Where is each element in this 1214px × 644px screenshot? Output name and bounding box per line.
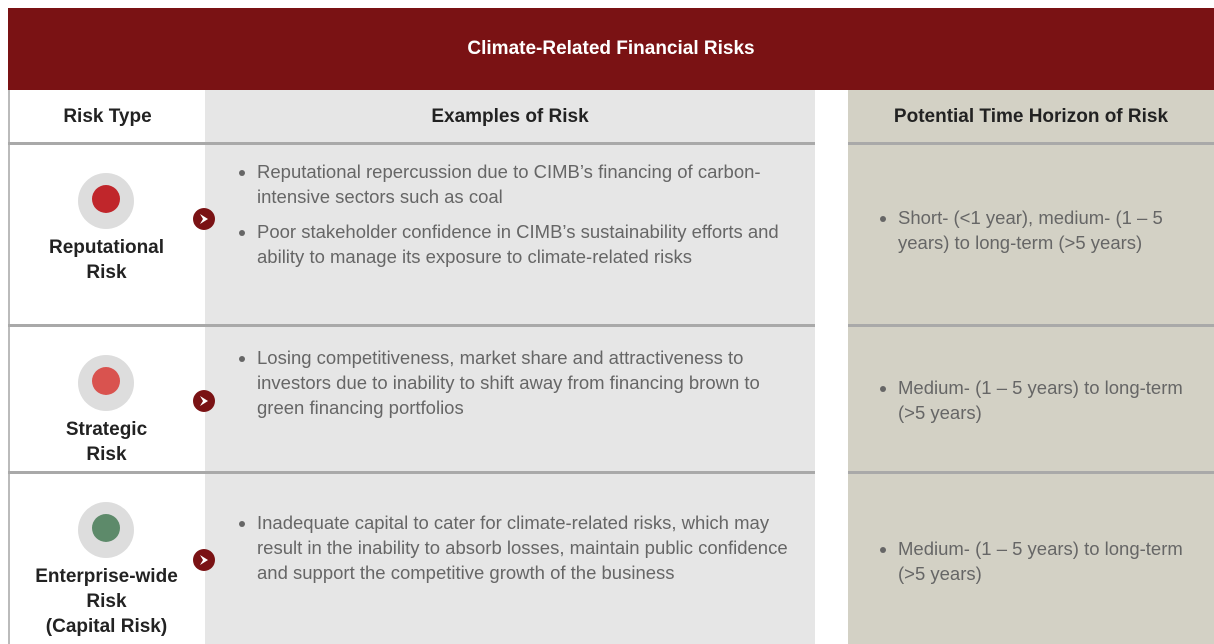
cell <box>205 325 815 472</box>
example-item: Reputational repercussion due to CIMB’s … <box>257 159 797 209</box>
cell <box>848 143 1214 325</box>
risk-icon <box>78 502 134 558</box>
risk-type-line: (Capital Risk) <box>45 616 168 637</box>
header-cell: Potential Time Horizon of Risk <box>848 90 1214 143</box>
examples-list: Inadequate capital to cater for climate-… <box>237 510 797 595</box>
risk-icon-inner <box>92 514 120 542</box>
risk-type: Enterprise-wide Risk (Capital Risk) <box>8 564 205 639</box>
risk-type-line: Risk <box>86 591 127 612</box>
cell <box>205 472 815 644</box>
cell <box>8 143 205 325</box>
horizon-list: Medium- (1 – 5 years) to long-term (>5 y… <box>878 536 1198 596</box>
risk-type: Reputational Risk <box>8 235 205 285</box>
risk-type-line: Risk <box>86 262 127 283</box>
risk-type: Strategic Risk <box>8 417 205 467</box>
arrow-icon <box>193 390 215 412</box>
header-cell: Examples of Risk <box>205 90 815 143</box>
cell <box>205 143 815 325</box>
risk-type-line: Enterprise-wide <box>35 566 178 587</box>
examples-list: Reputational repercussion due to CIMB’s … <box>237 159 797 279</box>
example-item: Inadequate capital to cater for climate-… <box>257 510 797 585</box>
row-divider <box>848 324 1214 327</box>
row-divider <box>8 142 815 145</box>
arrow-icon <box>193 549 215 571</box>
horizon-list: Short- (<1 year), medium- (1 – 5 years) … <box>878 205 1198 265</box>
horizon-item: Medium- (1 – 5 years) to long-term (>5 y… <box>898 375 1198 425</box>
risk-type-line: Strategic <box>65 419 148 440</box>
risk-icon-inner <box>92 185 120 213</box>
cell <box>848 325 1214 472</box>
row-divider <box>848 471 1214 474</box>
risk-icon-inner <box>92 367 120 395</box>
horizon-list: Medium- (1 – 5 years) to long-term (>5 y… <box>878 375 1198 435</box>
risk-type-line: Risk <box>86 444 127 465</box>
table-title: Climate-Related Financial Risks <box>8 8 1214 90</box>
horizon-item: Medium- (1 – 5 years) to long-term (>5 y… <box>898 536 1198 586</box>
header-cell: Risk Type <box>8 90 205 143</box>
risk-icon <box>78 355 134 411</box>
cell <box>8 472 205 644</box>
example-item: Poor stakeholder confidence in CIMB’s su… <box>257 219 797 269</box>
horizon-item: Short- (<1 year), medium- (1 – 5 years) … <box>898 205 1198 255</box>
row-divider <box>8 471 815 474</box>
risk-type-line: Reputational <box>48 237 165 258</box>
cell <box>848 472 1214 644</box>
row-divider <box>8 324 815 327</box>
arrow-icon <box>193 208 215 230</box>
examples-list: Losing competitiveness, market share and… <box>237 345 797 430</box>
row-divider <box>848 142 1214 145</box>
risk-icon <box>78 173 134 229</box>
example-item: Losing competitiveness, market share and… <box>257 345 797 420</box>
